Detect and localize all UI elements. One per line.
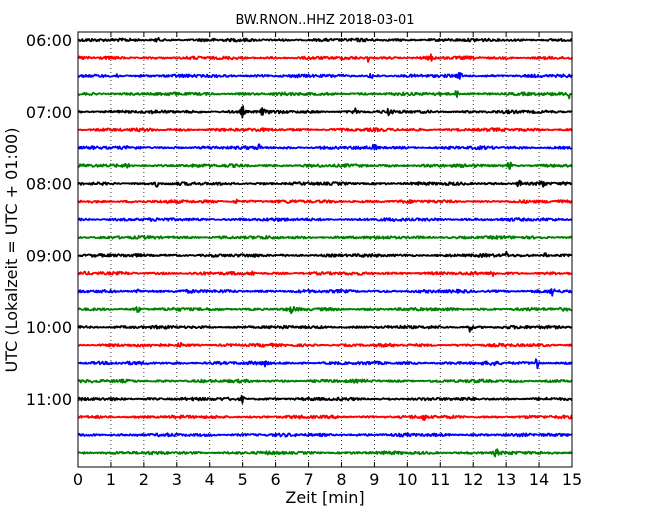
seismic-trace [77, 414, 573, 421]
seismic-trace [77, 288, 573, 297]
x-tick-label: 11 [430, 470, 450, 489]
seismic-trace [77, 250, 573, 258]
grid-lines [110, 32, 540, 467]
seismic-traces [77, 37, 573, 458]
y-tick-label: 10:00 [26, 318, 72, 337]
seismic-trace [77, 105, 573, 119]
axis-ticks [77, 32, 573, 467]
seismic-trace [77, 270, 573, 277]
x-tick-label: 6 [271, 470, 281, 489]
plot-frame [77, 31, 573, 468]
x-tick-label: 10 [397, 470, 417, 489]
y-tick-label: 09:00 [26, 246, 72, 265]
seismic-trace [77, 358, 573, 370]
seismic-trace [77, 143, 573, 151]
seismic-trace [77, 234, 573, 240]
y-tick-label: 06:00 [26, 31, 72, 50]
seismic-trace [77, 179, 573, 188]
x-tick-label: 5 [238, 470, 248, 489]
x-tick-label: 15 [562, 470, 582, 489]
x-axis-label: Zeit [min] [285, 488, 364, 507]
y-axis-label: UTC (Lokalzeit = UTC + 01:00) [2, 128, 21, 373]
seismic-trace [77, 394, 573, 404]
seismic-trace [77, 448, 573, 458]
x-tick-label: 14 [529, 470, 549, 489]
seismic-trace [77, 71, 573, 80]
chart-title: BW.RNON..HHZ 2018-03-01 [235, 13, 414, 28]
x-tick-labels: 0 1 2 3 4 5 6 7 8 9 10 11 12 13 14 15 [73, 470, 582, 489]
x-tick-label: 3 [172, 470, 182, 489]
x-tick-label: 7 [303, 470, 313, 489]
x-tick-label: 13 [496, 470, 516, 489]
x-tick-label: 2 [139, 470, 149, 489]
x-tick-label: 4 [205, 470, 215, 489]
seismic-trace [77, 161, 573, 170]
x-tick-label: 1 [106, 470, 116, 489]
seismic-trace [77, 90, 573, 100]
y-tick-label: 11:00 [26, 390, 72, 409]
y-tick-label: 08:00 [26, 175, 72, 194]
y-tick-labels: 06:00 07:00 08:00 09:00 10:00 11:00 [26, 31, 72, 409]
seismic-trace [77, 217, 573, 222]
seismic-trace [77, 37, 573, 43]
seismic-trace [77, 324, 573, 333]
seismic-trace [77, 432, 573, 438]
seismic-trace [77, 198, 573, 205]
seismic-trace [77, 305, 573, 315]
x-tick-label: 0 [73, 470, 83, 489]
seismic-trace [77, 53, 573, 63]
seismic-trace [77, 378, 573, 384]
x-tick-label: 9 [369, 470, 379, 489]
seismic-trace [77, 341, 573, 348]
y-tick-label: 07:00 [26, 103, 72, 122]
seismic-trace [77, 127, 573, 133]
x-tick-label: 12 [463, 470, 483, 489]
x-tick-label: 8 [336, 470, 346, 489]
